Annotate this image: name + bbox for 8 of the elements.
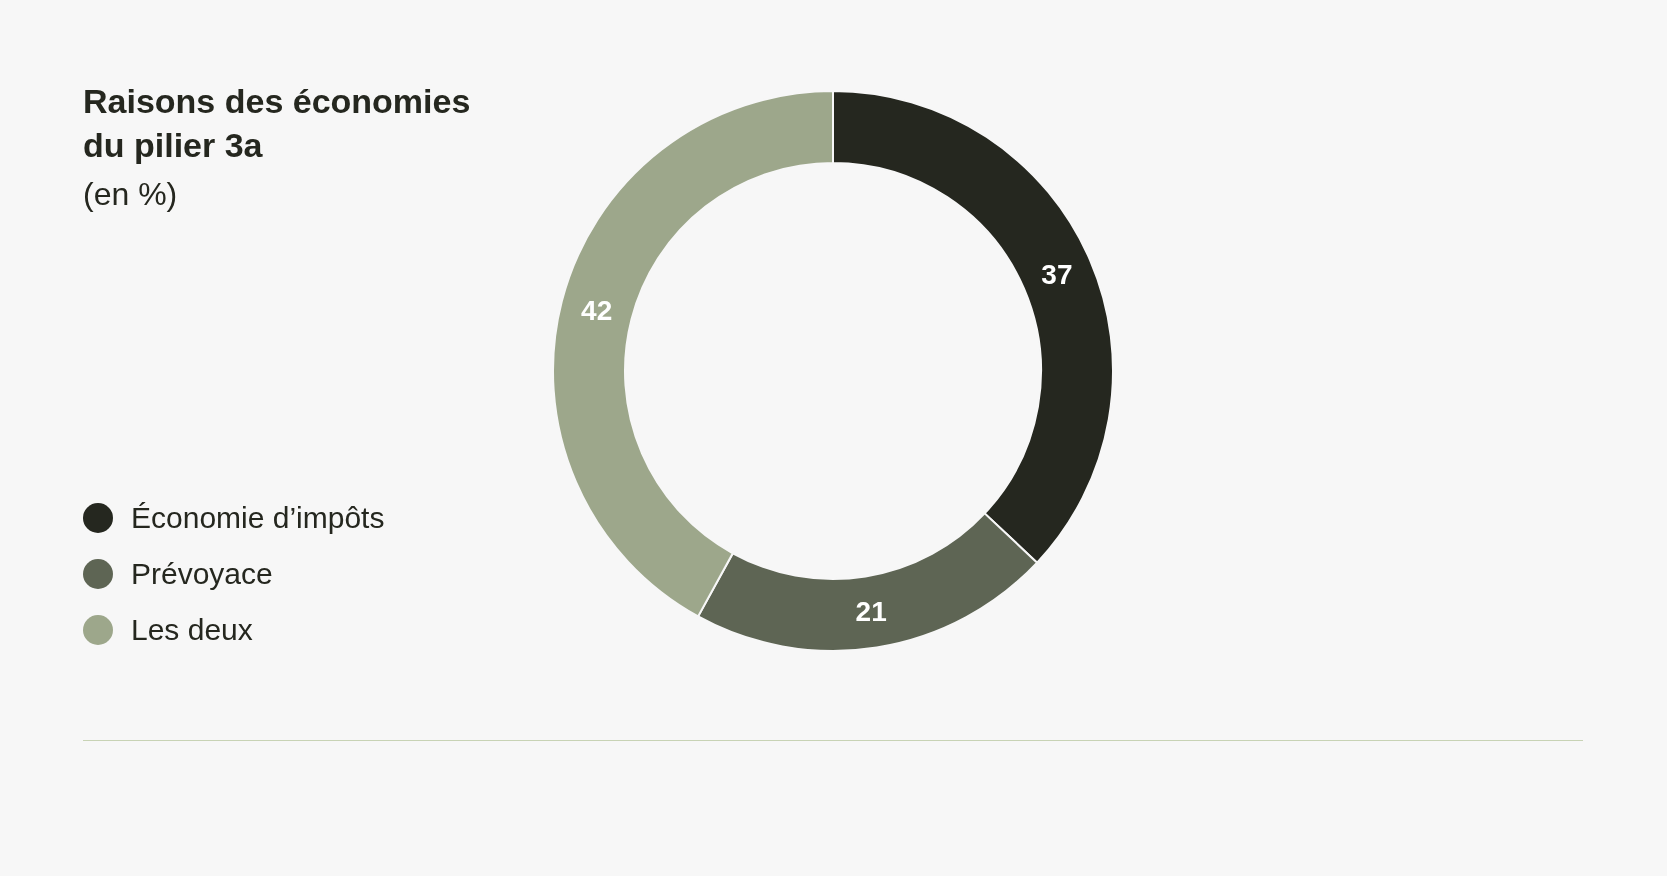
- text: (en %): [83, 176, 178, 212]
- legend-label: Les deux: [131, 613, 253, 646]
- data-label: 37: [1041, 258, 1073, 290]
- legend-label: Économie d’impôts: [131, 501, 385, 534]
- chart-title: Raisons des économies du pilier 3a: [83, 82, 471, 164]
- data-label: 21: [855, 596, 887, 628]
- legend-label: Prévoyace: [131, 557, 273, 590]
- data-label: 42: [581, 294, 613, 326]
